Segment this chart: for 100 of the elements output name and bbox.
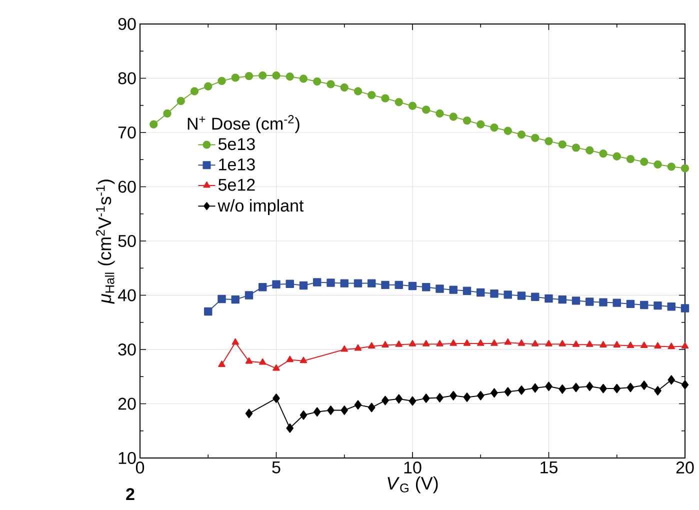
point bbox=[558, 140, 566, 149]
point bbox=[599, 150, 608, 158]
point bbox=[436, 284, 444, 293]
point bbox=[680, 304, 690, 312]
point bbox=[258, 71, 267, 80]
point bbox=[504, 290, 512, 299]
y-tick-label: 40 bbox=[118, 289, 136, 302]
point bbox=[668, 375, 676, 385]
y-tick-label: 70 bbox=[118, 126, 136, 139]
point bbox=[354, 344, 362, 351]
point bbox=[450, 339, 457, 346]
y-tick-label: 10 bbox=[118, 452, 136, 464]
point bbox=[572, 340, 580, 347]
point bbox=[613, 341, 620, 348]
point bbox=[654, 386, 662, 396]
point bbox=[612, 152, 621, 160]
point bbox=[681, 380, 689, 390]
point bbox=[272, 364, 280, 371]
point bbox=[640, 342, 648, 348]
point bbox=[286, 423, 294, 433]
point bbox=[244, 291, 254, 300]
x-tick-label: 5 bbox=[272, 462, 280, 474]
point bbox=[354, 279, 362, 288]
legend-label: 1e13 bbox=[219, 158, 255, 170]
point bbox=[463, 392, 471, 402]
point bbox=[299, 281, 308, 290]
point bbox=[354, 87, 362, 96]
point bbox=[204, 82, 212, 90]
point bbox=[326, 278, 335, 287]
x-tick-label: 0 bbox=[136, 462, 144, 474]
x-axis-title: V$_{G}$ (V) bbox=[388, 476, 438, 494]
point bbox=[586, 382, 594, 392]
point bbox=[558, 384, 566, 394]
point bbox=[327, 406, 334, 415]
point bbox=[218, 360, 226, 367]
point bbox=[490, 290, 498, 298]
point bbox=[381, 280, 390, 290]
point bbox=[572, 296, 580, 305]
point bbox=[463, 339, 471, 346]
point bbox=[476, 390, 484, 400]
point bbox=[462, 116, 472, 125]
point bbox=[272, 280, 280, 288]
point bbox=[504, 126, 512, 135]
point bbox=[340, 83, 348, 92]
point bbox=[640, 380, 648, 390]
point bbox=[626, 154, 635, 164]
point bbox=[244, 72, 254, 80]
point bbox=[517, 130, 526, 139]
point bbox=[600, 384, 607, 394]
point bbox=[422, 106, 430, 114]
point bbox=[286, 280, 294, 288]
point bbox=[490, 124, 498, 132]
point bbox=[504, 338, 512, 345]
point bbox=[476, 120, 485, 128]
point bbox=[654, 301, 662, 310]
point bbox=[517, 292, 526, 300]
point bbox=[299, 74, 308, 83]
point bbox=[668, 342, 675, 350]
point bbox=[586, 146, 594, 154]
point bbox=[340, 345, 348, 352]
point bbox=[462, 286, 472, 295]
point bbox=[572, 382, 580, 392]
point bbox=[408, 340, 416, 346]
point bbox=[218, 294, 226, 304]
point bbox=[408, 396, 416, 406]
point bbox=[545, 382, 552, 392]
point bbox=[326, 80, 335, 88]
legend-label: w/o implant bbox=[218, 199, 304, 216]
point bbox=[532, 340, 539, 346]
point bbox=[612, 298, 621, 307]
point bbox=[368, 402, 376, 412]
point bbox=[640, 300, 648, 310]
point bbox=[531, 292, 540, 301]
x-tick-label: 20 bbox=[676, 462, 694, 474]
point bbox=[640, 158, 648, 166]
point bbox=[436, 109, 444, 118]
point bbox=[382, 396, 389, 406]
point bbox=[395, 394, 403, 404]
point bbox=[286, 72, 294, 81]
x-tick-label: 10 bbox=[404, 462, 422, 474]
point bbox=[245, 357, 253, 364]
point bbox=[436, 393, 444, 402]
point bbox=[626, 342, 634, 348]
point bbox=[300, 356, 308, 364]
point bbox=[313, 77, 322, 86]
legend-label: 5e13 bbox=[218, 138, 255, 150]
point bbox=[531, 383, 539, 393]
text: μ$_{Hall}$ (cm$^{2}$V$^{-1}$s$^{-1}$) bbox=[96, 180, 115, 304]
point bbox=[558, 340, 566, 346]
point bbox=[245, 408, 253, 418]
y-tick-label: 80 bbox=[118, 72, 136, 84]
point bbox=[163, 109, 172, 118]
point bbox=[544, 294, 553, 303]
point bbox=[368, 279, 376, 288]
point bbox=[394, 280, 403, 290]
point bbox=[190, 87, 199, 96]
point bbox=[422, 283, 430, 292]
y-tick-label: 90 bbox=[118, 18, 136, 30]
point bbox=[395, 340, 402, 347]
point bbox=[368, 90, 376, 100]
